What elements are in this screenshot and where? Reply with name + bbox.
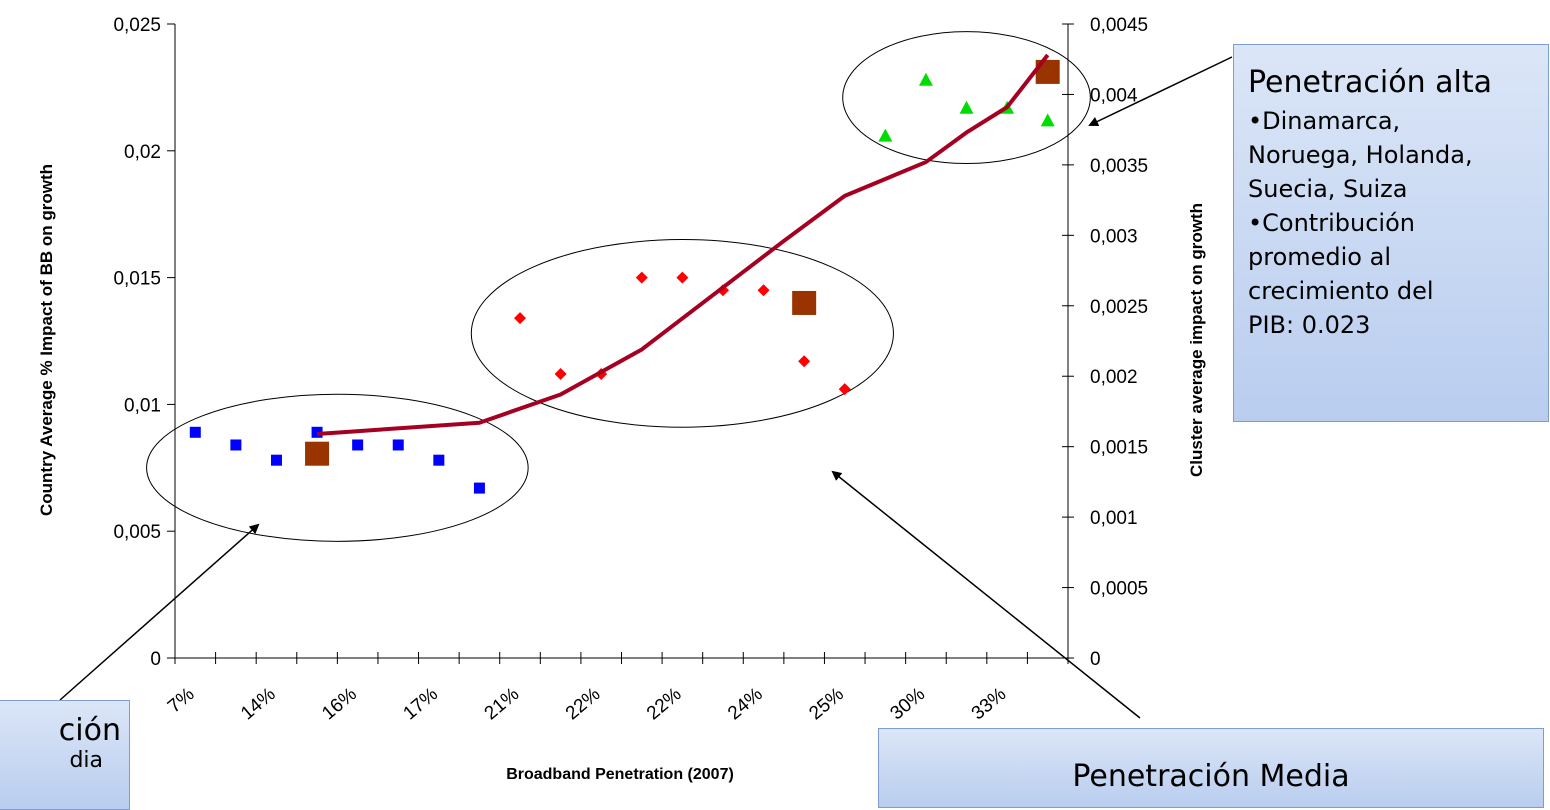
trend-line: [316, 53, 1050, 436]
callout-low-penetration: ción dia: [0, 700, 130, 810]
y-right-tick-label: 0,0005: [1090, 579, 1148, 600]
data-point-square: [189, 426, 201, 438]
x-tick-label: 14%: [237, 684, 280, 725]
data-point-square: [270, 454, 282, 466]
x-tick-label: 7%: [164, 684, 199, 718]
data-point-triangle: [959, 100, 974, 114]
callout-arrows: [59, 56, 1233, 719]
x-tick-label: 30%: [887, 684, 930, 725]
data-point-square: [392, 439, 404, 451]
y-right-tick-label: 0,0015: [1090, 438, 1148, 459]
y-left-tick-label: 0,01: [124, 395, 161, 416]
cluster-ellipses: [146, 31, 1091, 542]
x-tick-label: 25%: [805, 684, 848, 725]
x-axis-title: Broadband Penetration (2007): [506, 766, 734, 783]
y-right-tick-label: 0,0035: [1090, 156, 1148, 177]
data-point-diamond: [554, 367, 567, 380]
y-right-tick-label: 0,0045: [1090, 15, 1148, 36]
y-right-tick-label: 0: [1090, 649, 1101, 670]
data-point-square: [473, 482, 485, 494]
data-point-triangle: [918, 72, 933, 86]
data-point-diamond: [838, 383, 851, 396]
data-point-diamond: [635, 271, 648, 284]
callout-high-line: •Contribución: [1248, 209, 1415, 237]
chart: 0 0,005 0,01 0,015 0,02 0,025 0 0,0005 0,001 0,00…: [37, 15, 1233, 783]
y-right-tick-label: 0,002: [1090, 367, 1138, 388]
callout-high-line: promedio al: [1248, 243, 1391, 271]
callout-low-line: dia: [69, 748, 103, 773]
data-point-diamond: [676, 271, 689, 284]
x-tick-label: 17%: [399, 684, 442, 725]
y-left-tick-label: 0,025: [113, 15, 161, 36]
callout-high-line: Suecia, Suiza: [1248, 175, 1408, 203]
callout-low-title: ción: [58, 713, 121, 748]
callout-arrow: [59, 523, 260, 701]
x-tick-label: 22%: [562, 684, 605, 725]
callout-high-penetration: Penetración alta •Dinamarca, Noruega, Ho…: [1233, 44, 1549, 422]
y-right-tick-label: 0,0025: [1090, 297, 1148, 318]
callout-high-line: •Dinamarca,: [1248, 107, 1401, 135]
y-left-tick-label: 0,02: [124, 142, 161, 163]
y-right-tick-label: 0,001: [1090, 508, 1138, 529]
y-left-tick-label: 0,005: [113, 522, 161, 543]
cluster-average-marker: [792, 290, 817, 315]
x-tick-label: 22%: [643, 684, 686, 725]
data-point-diamond: [514, 312, 527, 325]
data-point-diamond: [798, 355, 811, 368]
y-axis-left-title: Country Average % Impact of BB on growth: [37, 164, 56, 516]
cluster-average-marker: [305, 441, 330, 466]
callout-high-line: PIB: 0.023: [1248, 311, 1371, 339]
data-point-square: [230, 439, 242, 451]
y-right-tick-label: 0,004: [1090, 85, 1138, 106]
y-left-tick-label: 0: [150, 649, 161, 670]
y-axis-right-title: Cluster average impact on growth: [1187, 203, 1206, 477]
callout-high-title: Penetración alta: [1248, 65, 1493, 100]
x-tick-label: 24%: [724, 684, 767, 725]
data-point-square: [433, 454, 445, 466]
cluster-ellipse: [470, 239, 894, 428]
callout-mid-penetration: Penetración Media: [878, 728, 1544, 808]
data-point-triangle: [1040, 113, 1055, 127]
x-tick-label: 16%: [318, 684, 361, 725]
axes: 0 0,005 0,01 0,015 0,02 0,025 0 0,0005 0,001 0,00…: [113, 15, 1148, 724]
data-point-triangle: [878, 128, 893, 142]
y-right-tick-label: 0,003: [1090, 226, 1138, 247]
x-tick-label: 21%: [481, 684, 524, 725]
callout-arrow: [831, 470, 1141, 719]
x-tick-label: 33%: [968, 684, 1011, 725]
cluster-ellipse: [842, 31, 1091, 164]
cluster-ellipse: [146, 393, 529, 542]
chart-marks: [189, 53, 1060, 494]
callout-high-line: Noruega, Holanda,: [1248, 141, 1473, 169]
callout-mid-title: Penetración Media: [1072, 759, 1350, 794]
callout-arrow: [1088, 56, 1233, 127]
data-point-square: [352, 439, 364, 451]
data-point-diamond: [757, 284, 770, 297]
callout-high-line: crecimiento del: [1248, 277, 1434, 305]
y-left-tick-label: 0,015: [113, 269, 161, 290]
